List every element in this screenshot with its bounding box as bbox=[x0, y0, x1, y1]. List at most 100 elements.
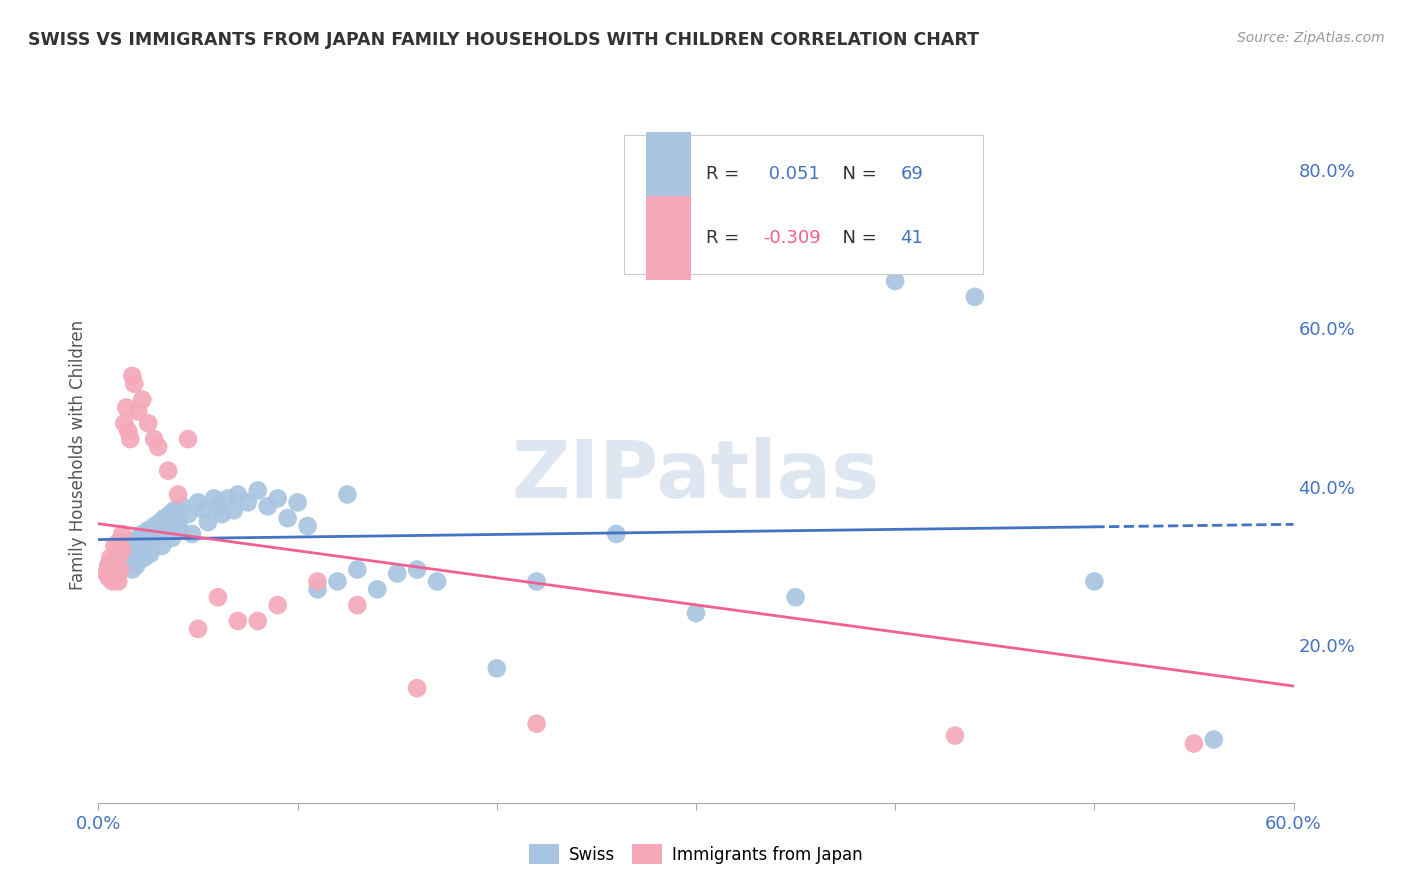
Point bbox=[115, 401, 138, 415]
Point bbox=[187, 622, 209, 636]
Point bbox=[406, 681, 429, 695]
Point bbox=[277, 511, 299, 525]
Point bbox=[163, 503, 186, 517]
Point bbox=[172, 500, 194, 514]
Point bbox=[177, 432, 200, 446]
Point bbox=[167, 487, 190, 501]
Point bbox=[96, 566, 118, 581]
Point bbox=[120, 534, 142, 549]
Point bbox=[246, 483, 269, 498]
Point bbox=[963, 290, 986, 304]
Point bbox=[157, 519, 180, 533]
Point bbox=[346, 598, 368, 612]
Legend: Swiss, Immigrants from Japan: Swiss, Immigrants from Japan bbox=[523, 838, 869, 871]
Point bbox=[148, 440, 170, 454]
Text: SWISS VS IMMIGRANTS FROM JAPAN FAMILY HOUSEHOLDS WITH CHILDREN CORRELATION CHART: SWISS VS IMMIGRANTS FROM JAPAN FAMILY HO… bbox=[28, 31, 979, 49]
Point bbox=[193, 503, 215, 517]
Point bbox=[160, 531, 183, 545]
Point bbox=[101, 555, 124, 569]
Point bbox=[143, 519, 166, 533]
Y-axis label: Family Households with Children: Family Households with Children bbox=[69, 320, 87, 590]
Point bbox=[117, 424, 139, 438]
Point bbox=[169, 523, 191, 537]
Point bbox=[97, 558, 120, 573]
FancyBboxPatch shape bbox=[624, 135, 983, 274]
Point bbox=[207, 591, 229, 605]
Text: R =: R = bbox=[706, 229, 745, 247]
Point bbox=[107, 550, 129, 565]
Point bbox=[115, 539, 138, 553]
Point bbox=[526, 574, 548, 589]
Point bbox=[141, 534, 163, 549]
Point bbox=[111, 542, 134, 557]
Point bbox=[187, 495, 209, 509]
Point bbox=[111, 542, 134, 557]
Point bbox=[181, 527, 204, 541]
Point bbox=[131, 527, 153, 541]
Point bbox=[131, 392, 153, 407]
Point bbox=[97, 558, 120, 573]
Point bbox=[406, 563, 429, 577]
Point bbox=[526, 716, 548, 731]
Point bbox=[236, 495, 259, 509]
Point bbox=[136, 523, 159, 537]
Point bbox=[112, 417, 135, 431]
Point bbox=[211, 507, 233, 521]
Point bbox=[112, 558, 135, 573]
Point bbox=[101, 563, 124, 577]
Text: Source: ZipAtlas.com: Source: ZipAtlas.com bbox=[1237, 31, 1385, 45]
Text: 0.051: 0.051 bbox=[763, 165, 820, 183]
Point bbox=[159, 507, 181, 521]
Point bbox=[485, 661, 508, 675]
Point bbox=[97, 570, 120, 584]
Point bbox=[105, 550, 128, 565]
Point bbox=[226, 487, 249, 501]
Point bbox=[267, 598, 290, 612]
Point bbox=[307, 574, 329, 589]
Point bbox=[685, 606, 707, 620]
FancyBboxPatch shape bbox=[645, 196, 692, 279]
Text: N =: N = bbox=[831, 165, 883, 183]
Point bbox=[107, 574, 129, 589]
Point bbox=[167, 515, 190, 529]
Point bbox=[1202, 732, 1225, 747]
Point bbox=[943, 729, 966, 743]
Point bbox=[107, 547, 129, 561]
Point bbox=[385, 566, 409, 581]
Point bbox=[124, 376, 146, 391]
Point bbox=[117, 550, 139, 565]
Point bbox=[267, 491, 290, 506]
Point bbox=[207, 500, 229, 514]
Point bbox=[101, 574, 124, 589]
Point bbox=[605, 527, 627, 541]
Text: 41: 41 bbox=[900, 229, 924, 247]
Point bbox=[110, 563, 132, 577]
Point bbox=[125, 558, 148, 573]
Point bbox=[120, 432, 142, 446]
Point bbox=[127, 404, 149, 418]
Text: 69: 69 bbox=[900, 165, 924, 183]
Point bbox=[98, 550, 122, 565]
Point bbox=[307, 582, 329, 597]
Point bbox=[124, 547, 146, 561]
Point bbox=[153, 511, 176, 525]
Point bbox=[150, 539, 173, 553]
Point bbox=[297, 519, 319, 533]
Point bbox=[177, 507, 200, 521]
Point bbox=[107, 566, 129, 581]
Point bbox=[103, 563, 125, 577]
Point bbox=[426, 574, 449, 589]
Point bbox=[785, 591, 807, 605]
Point bbox=[366, 582, 388, 597]
Point bbox=[121, 563, 143, 577]
Point bbox=[148, 527, 170, 541]
Point bbox=[326, 574, 349, 589]
FancyBboxPatch shape bbox=[645, 132, 692, 216]
Point bbox=[105, 563, 128, 577]
Point bbox=[105, 547, 128, 561]
Point bbox=[135, 539, 157, 553]
Text: N =: N = bbox=[831, 229, 883, 247]
Point bbox=[287, 495, 309, 509]
Point bbox=[107, 534, 129, 549]
Point bbox=[157, 464, 180, 478]
